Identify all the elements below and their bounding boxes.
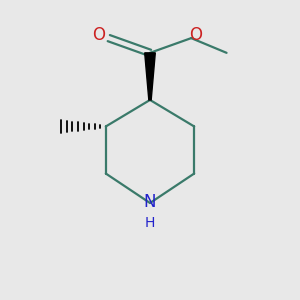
Text: O: O (92, 26, 105, 44)
Polygon shape (145, 53, 155, 100)
Text: O: O (189, 26, 202, 44)
Text: N: N (144, 193, 156, 211)
Text: H: H (145, 216, 155, 230)
